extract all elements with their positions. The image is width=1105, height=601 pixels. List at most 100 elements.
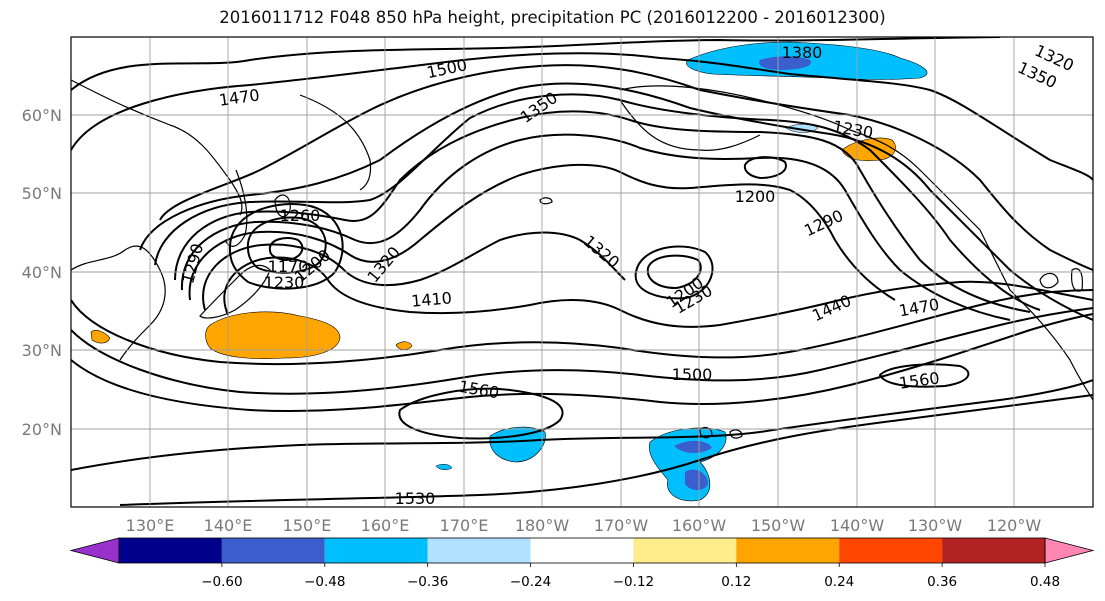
longitude-label: 140°W — [830, 516, 885, 535]
contour-label: 1230 — [831, 117, 874, 143]
contour-line — [180, 133, 1011, 321]
contour-label: 1500 — [672, 365, 713, 384]
precip-positive-region — [395, 341, 413, 350]
contour-line — [268, 237, 304, 262]
longitude-label: 140°E — [204, 516, 253, 535]
contour-line — [223, 256, 1093, 328]
coastline — [1039, 272, 1059, 289]
contour-line — [71, 37, 1001, 91]
height-contours — [71, 37, 1093, 506]
colorbar-segment — [119, 538, 222, 563]
colorbar-tick-label: −0.36 — [407, 574, 448, 590]
contour-line — [398, 387, 564, 440]
precip-negative-region — [489, 426, 546, 463]
precip-negative-region — [435, 464, 453, 470]
colorbar-tick-label: −0.60 — [201, 574, 242, 590]
colorbar-tick-label: 0.12 — [721, 574, 751, 590]
latitude-label: 50°N — [22, 184, 62, 203]
contour-label: 1230 — [264, 273, 305, 292]
longitude-label: 180°W — [515, 516, 570, 535]
colorbar-outline — [118, 537, 1046, 564]
contour-label: 1380 — [782, 43, 823, 62]
latitude-label: 60°N — [22, 106, 62, 125]
contour-line — [71, 313, 1093, 412]
coastline — [699, 426, 713, 439]
longitude-label: 130°E — [126, 516, 175, 535]
contour-label: 1200 — [735, 187, 776, 206]
colorbar-tick-label: 0.24 — [824, 574, 854, 590]
contour-line — [71, 52, 1093, 181]
longitude-label: 160°E — [361, 516, 410, 535]
coastline — [71, 245, 166, 361]
longitude-label: 160°W — [672, 516, 727, 535]
contour-line — [154, 93, 1041, 311]
contour-label: 1320 — [363, 243, 404, 286]
contour-label: 1320 — [580, 231, 623, 272]
latitude-label: 40°N — [22, 263, 62, 282]
longitude-label: 150°W — [751, 516, 806, 535]
contour-line — [228, 203, 344, 290]
colorbar-segment — [736, 538, 840, 563]
colorbar-tick-label: 0.36 — [927, 574, 957, 590]
contour-line — [202, 231, 626, 311]
contour-line — [174, 110, 1031, 313]
colorbar-segment — [839, 538, 943, 563]
colorbar-tick-label: −0.12 — [613, 574, 654, 590]
precip-positive-region — [90, 330, 111, 344]
contour-label: 1410 — [410, 288, 452, 310]
coastline — [299, 94, 372, 191]
colorbar — [69, 537, 1095, 564]
coastline — [224, 169, 248, 247]
coastline — [619, 99, 761, 151]
colorbar-tick-label: 0.48 — [1030, 574, 1060, 590]
map-title: 2016011712 F048 850 hPa height, precipit… — [219, 8, 886, 27]
contour-line — [646, 254, 702, 290]
coastline — [71, 79, 243, 216]
contour-line — [159, 64, 1093, 271]
colorbar-tick-label: −0.24 — [510, 574, 551, 590]
graticule — [71, 37, 1093, 507]
colorbar-segment — [530, 538, 634, 563]
contour-line — [878, 363, 970, 388]
colorbar-segment — [633, 538, 737, 563]
longitude-label: 170°W — [594, 516, 649, 535]
coastline — [539, 197, 553, 205]
contour-label: 1560 — [898, 368, 941, 392]
coastline — [199, 264, 271, 319]
longitude-label: 120°W — [987, 516, 1042, 535]
precip-positive-region — [205, 311, 341, 359]
contour-line — [246, 216, 327, 274]
coastline — [1071, 268, 1083, 292]
contour-line — [139, 82, 1093, 321]
precip-negative-region — [759, 56, 811, 70]
contour-line — [71, 289, 1093, 366]
precip-negative-region — [685, 469, 708, 490]
contour-line — [119, 394, 1093, 506]
contour-label: 1170 — [268, 257, 309, 276]
contour-label: 1350 — [517, 88, 561, 127]
colorbar-extend-high — [1044, 537, 1095, 564]
colorbar-segment — [427, 538, 531, 563]
map-frame — [70, 36, 1094, 508]
latitude-label: 20°N — [22, 420, 62, 439]
longitude-label: 170°E — [440, 516, 489, 535]
contour-line — [743, 156, 787, 180]
contour-line — [188, 163, 896, 301]
coastline — [274, 194, 291, 218]
longitude-label: 130°W — [908, 516, 963, 535]
colorbar-segment — [221, 538, 325, 563]
latitude-label: 30°N — [22, 341, 62, 360]
colorbar-extend-low — [69, 537, 120, 564]
precip-negative-region — [674, 440, 712, 454]
contour-label: 1470 — [218, 85, 261, 109]
colorbar-segment — [324, 538, 428, 563]
latitude-labels: 60°N 50°N 40°N 30°N 20°N — [22, 106, 62, 439]
precip-shading — [90, 41, 928, 502]
longitude-label: 150°E — [283, 516, 332, 535]
colorbar-tick-label: −0.48 — [304, 574, 345, 590]
contour-label: 1260 — [280, 206, 321, 225]
colorbar-segment — [942, 538, 1045, 563]
contour-line — [634, 245, 714, 300]
contour-label: 1290 — [801, 206, 846, 240]
